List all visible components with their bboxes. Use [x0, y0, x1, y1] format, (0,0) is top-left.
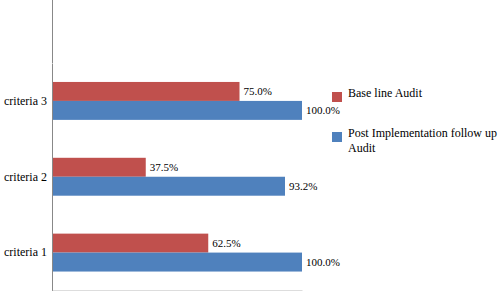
legend-line: Audit [348, 141, 376, 155]
bar [52, 158, 146, 177]
tick: criteria 1 [4, 245, 52, 259]
legend-line: Post Implementation follow up [348, 126, 497, 140]
tick: criteria 3 [4, 94, 52, 108]
data-label: 37.5% [150, 161, 178, 173]
legend-swatch [332, 92, 342, 102]
legend-swatch [332, 132, 342, 142]
tick-label: criteria 3 [4, 94, 47, 108]
bar [52, 253, 302, 272]
data-label: 100.0% [306, 104, 340, 116]
axis-line [52, 0, 53, 63]
axis-line [52, 64, 53, 291]
data-labels: 62.5% 37.5% 75.0% 100.0% 93.2% 100.0% [150, 85, 340, 268]
legend: Base line Audit Post Implementation follo… [332, 86, 497, 155]
legend-label: Base line Audit [348, 86, 423, 100]
data-label: 100.0% [306, 256, 340, 268]
legend-line: Base line Audit [348, 86, 423, 100]
data-label: 93.2% [289, 180, 317, 192]
data-label: 75.0% [244, 85, 272, 97]
bar [52, 177, 285, 196]
tick: criteria 2 [4, 170, 52, 184]
chart: 62.5% 37.5% 75.0% 100.0% 93.2% 100.0% criteria… [0, 0, 500, 291]
data-label: 62.5% [212, 237, 240, 249]
bar [52, 101, 302, 120]
legend-label: Post Implementation follow upAudit [348, 126, 497, 155]
tick-label: criteria 2 [4, 170, 47, 184]
tick-label: criteria 1 [4, 245, 47, 259]
bar [52, 82, 240, 101]
bars [52, 82, 302, 272]
bar [52, 234, 208, 253]
y-axis: criteria 1 criteria 2 criteria 3 [4, 64, 52, 291]
